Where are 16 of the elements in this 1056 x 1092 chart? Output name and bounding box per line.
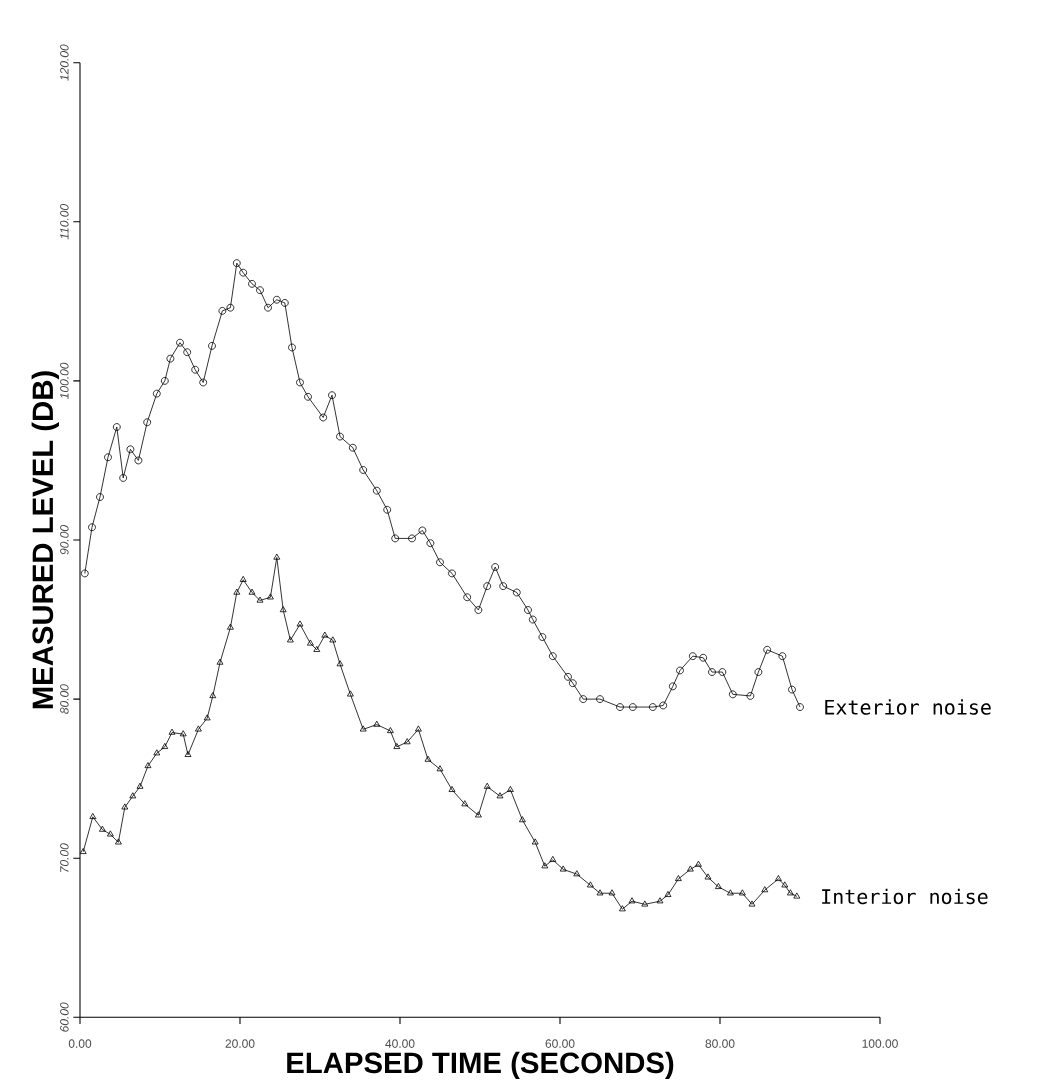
x-axis-title: ELAPSED TIME (SECONDS) (287, 1051, 674, 1080)
x-tick-label: 100.00 (862, 1039, 898, 1048)
series-label: Interior noise (822, 888, 988, 905)
x-tick-label: 80.00 (705, 1039, 735, 1048)
x-tick-label: 40.00 (385, 1039, 415, 1048)
series-label: Exterior noise (825, 699, 991, 715)
y-tick-label: 90.00 (60, 525, 69, 555)
y-tick-label: 110.00 (60, 203, 69, 240)
x-tick-label: 20.00 (225, 1039, 255, 1048)
x-tick-label: 0.00 (68, 1039, 92, 1048)
y-tick-label: 100.00 (60, 362, 69, 399)
x-tick-label: 60.00 (545, 1039, 575, 1048)
y-tick-label: 120.00 (60, 44, 69, 81)
y-tick-label: 80.00 (60, 684, 69, 714)
y-axis-title: MEASURED LEVEL (DB) (31, 371, 59, 709)
y-tick-label: 70.00 (60, 843, 69, 872)
